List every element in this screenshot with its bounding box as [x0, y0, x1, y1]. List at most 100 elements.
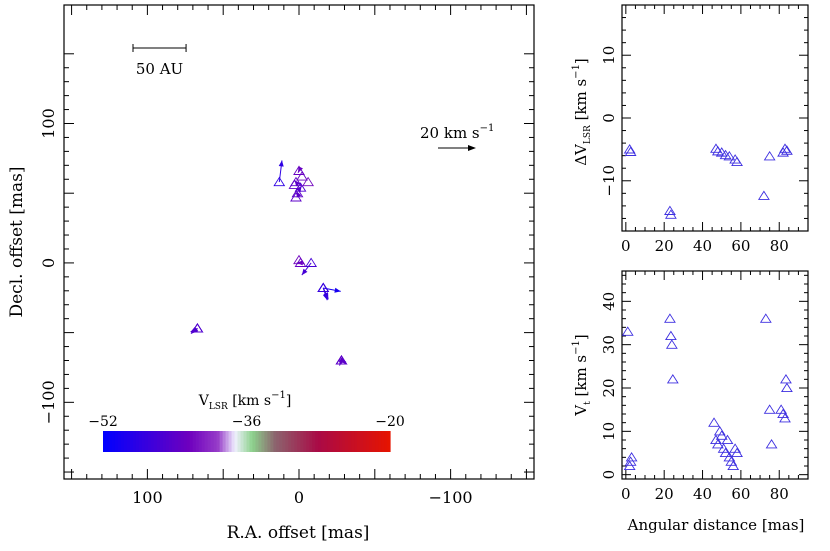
colorbar-segment [210, 431, 215, 452]
colorbar-segment [303, 431, 307, 452]
colorbar-segment [276, 431, 280, 452]
vt-plot-frame [621, 270, 809, 480]
colorbar-segment [237, 431, 242, 452]
colorbar-segment [267, 431, 272, 452]
colorbar-segment [219, 431, 224, 452]
colorbar-segment [357, 431, 361, 452]
colorbar-segment [279, 431, 283, 452]
data-point [759, 313, 772, 323]
colorbar-segment [246, 431, 251, 452]
maser-spot [294, 182, 307, 192]
colorbar-segment [222, 431, 227, 452]
data-point [715, 430, 728, 440]
delta-vlsr-plot-frame [621, 4, 809, 232]
colorbar-segment [261, 431, 266, 452]
colorbar-strip [103, 431, 391, 452]
colorbar-segment [198, 431, 203, 452]
colorbar-segment [168, 431, 173, 452]
vt-tick-labels: 0 20 40 60 80 0 10 20 30 40 [600, 292, 789, 503]
velocity-vector-arrowhead [278, 160, 284, 167]
colorbar-segment [270, 431, 275, 452]
velocity-vector-arrowhead [301, 268, 308, 276]
maser-spot [288, 179, 301, 189]
colorbar-segment [108, 431, 113, 452]
colorbar-segment [192, 431, 197, 452]
data-point [666, 373, 679, 384]
colorbar-segment [258, 431, 263, 452]
colorbar-segment [354, 431, 358, 452]
colorbar-segment [273, 431, 277, 452]
colorbar-segment [327, 431, 331, 452]
y-tick-label: 0 [600, 113, 618, 123]
x-tick-label: 40 [693, 237, 712, 255]
colorbar-segment [240, 431, 245, 452]
x-tick-label: 60 [731, 237, 750, 255]
colorbar-segment [186, 431, 191, 452]
x-tick-label: 20 [655, 237, 674, 255]
maser-spot [296, 171, 308, 181]
colorbar-segment [381, 431, 385, 452]
main-x-axis-label: R.A. offset [mas] [227, 523, 370, 543]
scale-bar: 50 AU [132, 44, 187, 78]
colorbar-segment [129, 431, 134, 452]
data-point [780, 382, 793, 393]
colorbar-segment [153, 431, 158, 452]
main-tick-labels: 100 0 −100 100 0 −100 [39, 108, 473, 507]
x-tick-label: 80 [770, 485, 789, 503]
colorbar-segment [363, 431, 367, 452]
colorbar-segment [339, 431, 343, 452]
colorbar-segment [285, 431, 289, 452]
colorbar-segment [231, 431, 236, 452]
maser-spot [317, 282, 330, 293]
maser-spot [305, 257, 318, 267]
colorbar-segment [315, 431, 319, 452]
data-point [757, 190, 770, 200]
data-point [623, 144, 636, 154]
data-point [625, 451, 638, 462]
maser-spot [191, 323, 204, 333]
main-x-tick-label: 0 [294, 488, 304, 507]
maser-spot [294, 257, 307, 267]
maser-spot [291, 187, 304, 198]
colorbar-segment [228, 431, 233, 452]
colorbar-segment [342, 431, 346, 452]
colorbar-segment [330, 431, 334, 452]
colorbar-segment [336, 431, 340, 452]
colorbar-segment [291, 431, 295, 452]
x-tick-label: 60 [731, 485, 750, 503]
colorbar-segment [144, 431, 149, 452]
colorbar-segment [159, 431, 164, 452]
maser-spot [302, 176, 315, 187]
maser-spot [317, 282, 330, 293]
maser-spot [290, 192, 302, 202]
y-tick-label: 30 [600, 335, 618, 354]
colorbar-segment [216, 431, 221, 452]
vt-x-axis-label: Angular distance [mas] [627, 516, 805, 534]
colorbar: VLSR [km s−1] −52 −36 −20 [88, 390, 405, 452]
velocity-vector-arrowhead [323, 292, 329, 299]
velocity-reference-arrowhead [468, 145, 476, 151]
colorbar-tick-label: −20 [375, 414, 405, 430]
velocity-vector-arrowhead [296, 185, 302, 193]
colorbar-segment [162, 431, 167, 452]
colorbar-segment [297, 431, 301, 452]
colorbar-segment [348, 431, 352, 452]
colorbar-segment [123, 431, 128, 452]
colorbar-tick-label: −52 [88, 414, 118, 430]
colorbar-segment [309, 431, 313, 452]
maser-vectors [190, 160, 347, 366]
colorbar-segment [165, 431, 170, 452]
data-point [763, 404, 776, 414]
delta-vlsr-y-axis-label: ΔVLSR [km s−1] [571, 58, 593, 166]
x-tick-label: 20 [655, 485, 674, 503]
colorbar-segment [183, 431, 188, 452]
colorbar-segment [252, 431, 257, 452]
colorbar-segment [117, 431, 122, 452]
colorbar-tick-labels: −52 −36 −20 [88, 414, 405, 430]
colorbar-segment [318, 431, 322, 452]
colorbar-segment [195, 431, 200, 452]
colorbar-segment [174, 431, 179, 452]
delta-vlsr-tick-labels: 0 20 40 60 80 −10 0 10 [600, 46, 789, 255]
colorbar-segment [345, 431, 349, 452]
